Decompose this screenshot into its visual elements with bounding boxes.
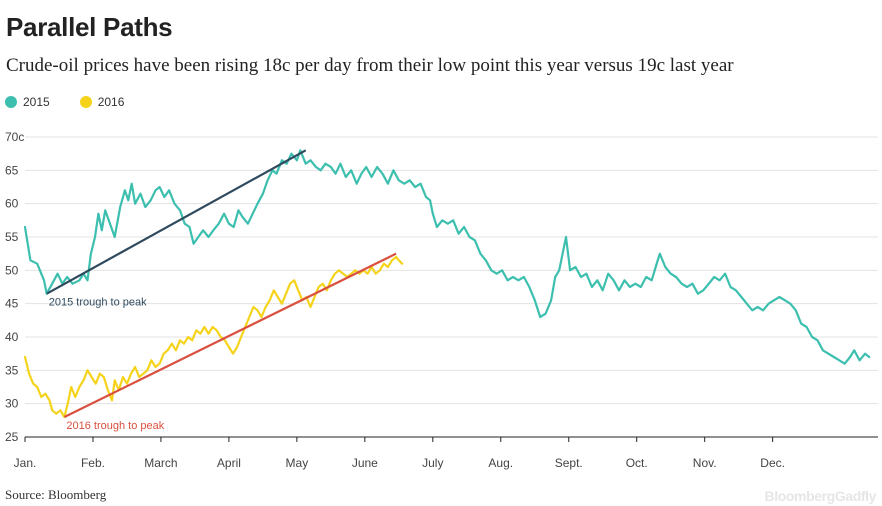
legend-label-2016: 2016 bbox=[97, 95, 125, 109]
x-tick-label: Feb. bbox=[81, 456, 105, 470]
x-tick-label: Aug. bbox=[488, 456, 513, 470]
trend-line-2016 bbox=[63, 252, 397, 418]
x-tick-label: March bbox=[144, 456, 177, 470]
x-tick-label: Oct. bbox=[626, 456, 648, 470]
grid-layer bbox=[25, 136, 878, 438]
y-tick-label: 25 bbox=[5, 430, 19, 444]
x-tick-label: Sept. bbox=[555, 456, 583, 470]
x-tick-label: Dec. bbox=[760, 456, 785, 470]
x-tick-label: Nov. bbox=[693, 456, 717, 470]
chart-title: Parallel Paths bbox=[6, 12, 173, 42]
y-tick-label: 65 bbox=[5, 163, 19, 177]
y-tick-label: 55 bbox=[5, 230, 19, 244]
chart-legend: 2015 2016 bbox=[5, 95, 154, 109]
y-tick-label: 70c bbox=[5, 130, 24, 144]
series-line-2016 bbox=[23, 255, 404, 419]
y-tick-label: 40 bbox=[5, 330, 19, 344]
trend-line-2015 bbox=[46, 149, 307, 295]
y-tick-label: 60 bbox=[5, 197, 19, 211]
source-note: Source: Bloomberg bbox=[5, 487, 107, 502]
y-tick-label: 45 bbox=[5, 297, 19, 311]
legend-item-2016: 2016 bbox=[79, 95, 125, 109]
series-layer bbox=[23, 149, 871, 419]
legend-label-2015: 2015 bbox=[23, 95, 50, 109]
x-tick-label: June bbox=[352, 456, 378, 470]
y-tick-label: 35 bbox=[5, 363, 19, 377]
axis-layer: 25 30 35 40 45 50 55 60 65 70c Jan. Feb. March April M… bbox=[5, 130, 785, 470]
legend-item-2015: 2015 bbox=[5, 95, 50, 109]
legend-swatch-2015 bbox=[5, 96, 17, 108]
y-tick-label: 50 bbox=[5, 263, 19, 277]
brand-logo: BloombergGadfly bbox=[764, 488, 877, 504]
trend-label-2015: 2015 trough to peak bbox=[49, 297, 147, 309]
x-tick-label: Jan. bbox=[14, 456, 37, 470]
chart-subtitle: Crude-oil prices have been rising 18c pe… bbox=[6, 55, 734, 76]
legend-swatch-2016 bbox=[79, 96, 92, 108]
x-tick-label: May bbox=[286, 456, 309, 470]
annotation-layer: 2015 trough to peak 2016 trough to peak bbox=[46, 149, 397, 432]
x-tick-label: July bbox=[422, 456, 443, 470]
trend-label-2016: 2016 trough to peak bbox=[66, 420, 164, 432]
y-tick-label: 30 bbox=[5, 397, 19, 411]
x-tick-label: April bbox=[217, 456, 241, 470]
series-line-2015 bbox=[23, 149, 871, 365]
